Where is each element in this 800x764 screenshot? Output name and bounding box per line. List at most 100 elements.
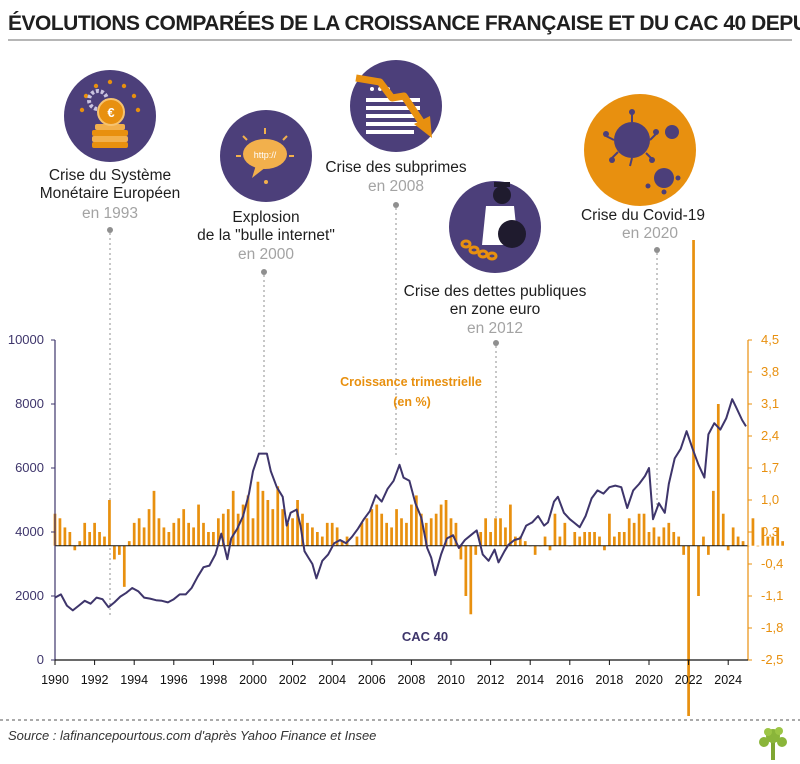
growth-bar <box>192 527 195 546</box>
growth-bar <box>78 541 82 546</box>
right-tick-label: -2,5 <box>761 652 783 667</box>
x-tick-label: 1992 <box>81 673 109 687</box>
growth-bar <box>182 509 186 546</box>
growth-bar <box>315 532 319 546</box>
growth-bar <box>518 536 522 546</box>
growth-bar <box>177 518 181 546</box>
growth-bar <box>776 527 780 546</box>
growth-bar <box>152 490 156 546</box>
growth-bar <box>167 532 171 546</box>
growth-bar <box>355 536 359 546</box>
growth-bar <box>697 545 700 596</box>
growth-bar <box>375 504 379 546</box>
growth-bar <box>221 513 225 546</box>
growth-bar <box>390 527 393 546</box>
growth-bar <box>132 522 136 546</box>
right-tick-label: -1,8 <box>761 620 783 635</box>
x-tick-label: 1996 <box>160 673 188 687</box>
right-tick-label: 0,3 <box>761 524 779 539</box>
growth-bar <box>489 532 492 546</box>
growth-bar <box>751 518 755 546</box>
left-tick-label: 6000 <box>15 460 44 475</box>
event-title-line: Crise des subprimes <box>325 159 467 176</box>
growth-bar <box>548 545 552 551</box>
growth-bar <box>266 500 270 546</box>
x-tick-label: 2010 <box>437 673 465 687</box>
growth-bar <box>330 522 334 546</box>
growth-bar <box>464 545 468 596</box>
growth-bar <box>647 532 651 546</box>
growth-bar <box>449 518 453 546</box>
event-title-line: Crise des dettes publiques <box>404 283 587 300</box>
growth-bar <box>726 545 730 551</box>
growth-bar <box>340 541 344 546</box>
growth-bar <box>702 536 705 546</box>
tree-logo-icon <box>759 727 787 760</box>
growth-bar <box>117 545 121 555</box>
growth-bar <box>573 532 577 546</box>
growth-bar <box>543 536 547 546</box>
right-tick-label: 3,8 <box>761 364 779 379</box>
x-tick-label: 2020 <box>635 673 663 687</box>
event-crisis-subprime: Crise des subprimes en 2008 <box>325 159 467 458</box>
virus-icon <box>584 94 696 206</box>
growth-bar <box>533 545 537 555</box>
growth-bar <box>707 545 710 555</box>
x-tick-label: 2022 <box>675 673 703 687</box>
event-year: en 2008 <box>368 178 424 195</box>
growth-bar <box>414 495 418 546</box>
growth-bar <box>454 522 458 546</box>
event-title-line: Crise du Covid-19 <box>581 207 705 224</box>
x-tick-label: 1998 <box>199 673 227 687</box>
event-year: en 2020 <box>622 225 678 242</box>
growth-bar <box>429 518 433 546</box>
growth-bar <box>276 486 280 546</box>
x-tick-label: 2006 <box>358 673 386 687</box>
growth-bar <box>286 522 290 546</box>
growth-bar <box>207 532 210 546</box>
x-tick-label: 2002 <box>279 673 307 687</box>
growth-bar <box>578 536 582 546</box>
growth-bar <box>756 545 760 547</box>
growth-bar <box>662 527 666 546</box>
growth-bar <box>558 536 562 546</box>
growth-bar <box>667 522 671 546</box>
growth-bar <box>741 541 745 546</box>
x-tick-label: 2016 <box>556 673 584 687</box>
x-tick-label: 1990 <box>41 673 69 687</box>
growth-bar <box>231 490 235 546</box>
growth-bar <box>108 500 111 546</box>
growth-bar <box>400 518 403 546</box>
right-tick-label: 2,4 <box>761 428 779 443</box>
cac40-line <box>54 398 747 612</box>
growth-bar <box>320 536 324 546</box>
svg-text:http://: http:// <box>254 150 277 160</box>
growth-bar <box>677 536 681 546</box>
euro-coin-icon: € <box>64 70 156 162</box>
growth-bar <box>370 509 374 546</box>
growth-bar <box>296 500 299 546</box>
event-title-line: Explosion <box>232 209 299 226</box>
left-tick-label: 4000 <box>15 524 44 539</box>
growth-bar <box>405 522 408 546</box>
growth-bar <box>513 536 517 546</box>
event-title-line: Crise du Système <box>49 167 171 184</box>
right-tick-label: -1,1 <box>761 588 783 603</box>
left-axis-ticks: 0 2000 4000 6000 8000 10000 <box>8 332 55 667</box>
x-tick-label: 2004 <box>318 673 346 687</box>
growth-bar <box>637 513 641 546</box>
growth-bar <box>632 522 636 546</box>
growth-bar <box>122 545 126 587</box>
growth-bar <box>236 513 240 546</box>
growth-bar <box>494 518 497 546</box>
right-tick-label: 1,7 <box>761 460 779 475</box>
growth-bar <box>439 504 443 546</box>
growth-bar <box>113 545 116 560</box>
source-note: Source : lafinancepourtous.com d'après Y… <box>8 728 376 743</box>
growth-bar <box>687 545 690 716</box>
growth-bar <box>459 545 463 560</box>
growth-bar <box>672 532 676 546</box>
x-tick-label: 2018 <box>595 673 623 687</box>
right-tick-label: 4,5 <box>761 332 779 347</box>
x-tick-label: 2008 <box>397 673 425 687</box>
